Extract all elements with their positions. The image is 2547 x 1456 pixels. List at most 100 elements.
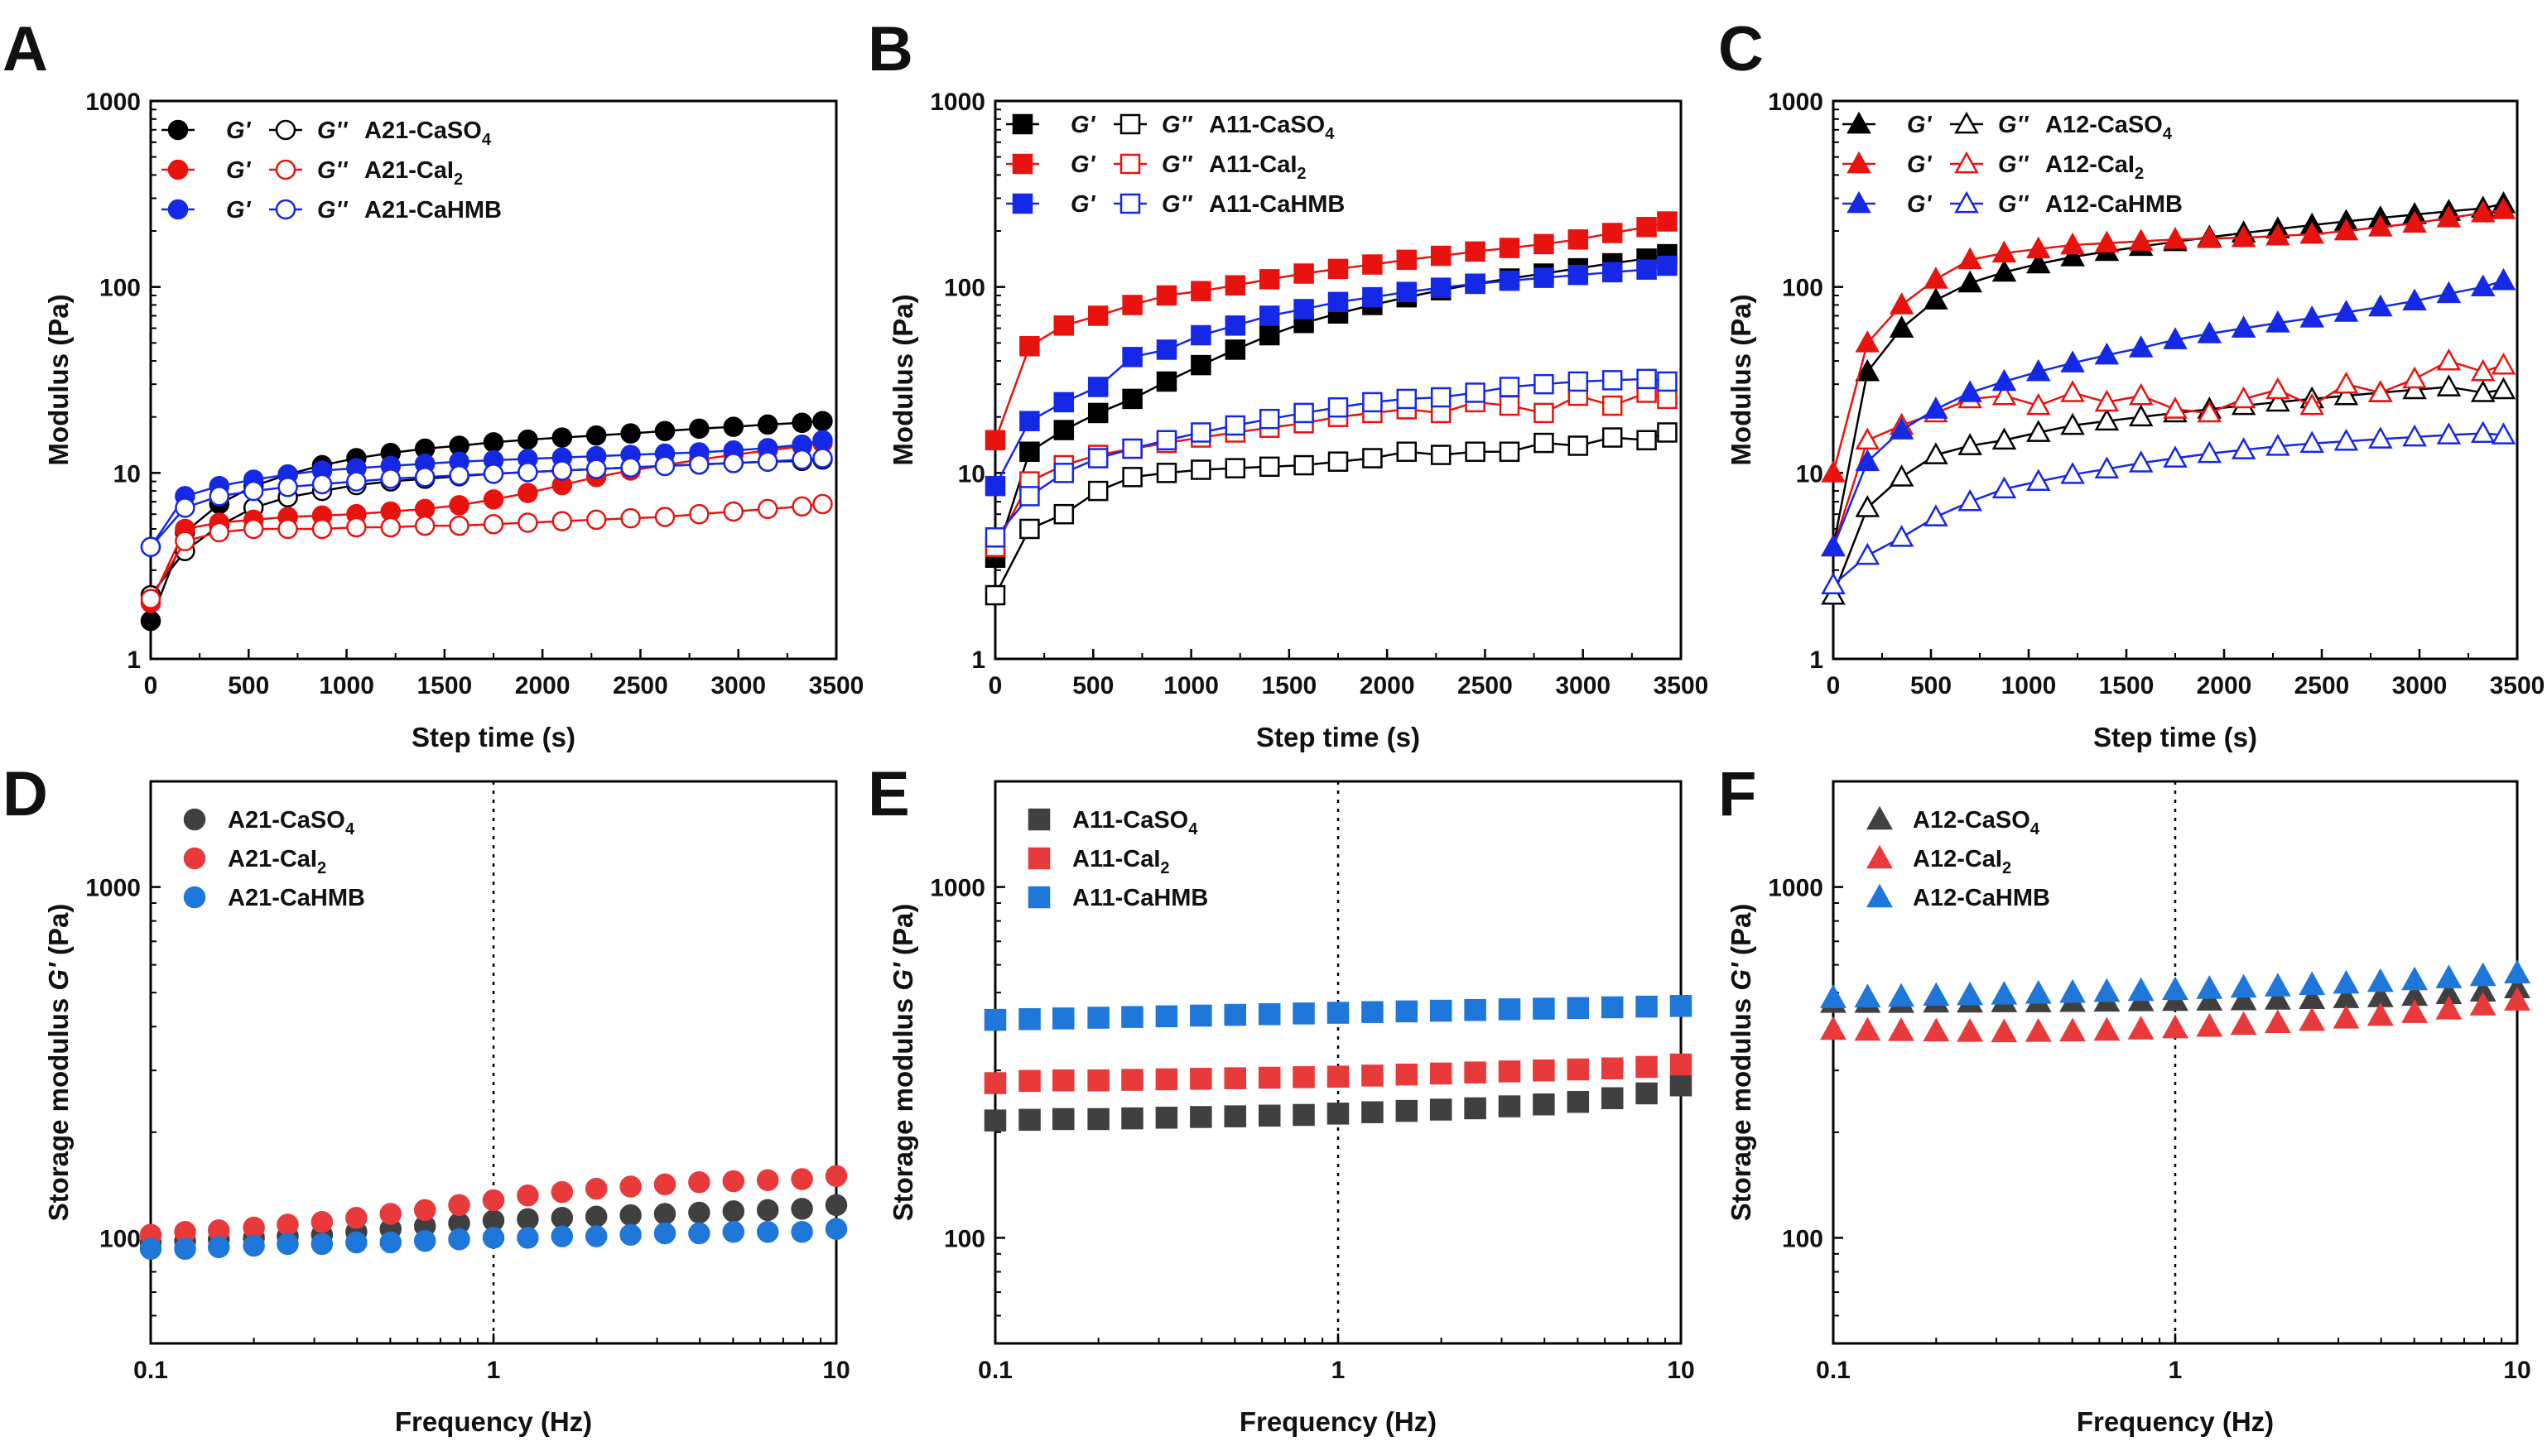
data-point xyxy=(1957,247,1982,270)
x-tick-label: 3000 xyxy=(1555,672,1611,699)
x-tick-label: 2500 xyxy=(2294,672,2350,699)
series-a11-cai2 xyxy=(984,1053,1692,1094)
data-point xyxy=(1657,255,1678,276)
data-point xyxy=(1533,1093,1555,1116)
y-axis-label: Storage modulus G' (Pa) xyxy=(888,904,918,1222)
legend-marker xyxy=(1012,113,1033,135)
data-point xyxy=(2230,986,2257,1011)
data-point xyxy=(1499,377,1520,397)
data-point xyxy=(1052,1007,1075,1030)
x-tick-label: 0 xyxy=(989,672,1003,699)
data-point xyxy=(1121,1107,1144,1130)
legend-marker xyxy=(1012,153,1033,175)
data-point xyxy=(1991,259,2017,282)
x-tick-label: 1000 xyxy=(319,672,374,699)
data-point xyxy=(277,1213,299,1236)
y-tick-label: 1000 xyxy=(85,875,141,902)
data-point xyxy=(2059,978,2086,1003)
legend-marker xyxy=(1119,153,1141,175)
panel-label: A xyxy=(2,14,48,84)
data-point xyxy=(2026,392,2051,416)
data-point xyxy=(1087,377,1109,397)
data-point xyxy=(551,1225,574,1247)
data-point xyxy=(2060,462,2085,484)
legend: G' G'' A11-CaSO4 G' G'' A11-CaI2 G' G'' A11-CaHM… xyxy=(1006,112,1345,218)
data-point xyxy=(1533,373,1554,395)
data-point xyxy=(1087,402,1109,424)
data-point xyxy=(1855,542,1880,565)
x-tick-label: 2000 xyxy=(2197,672,2252,699)
series-a12-cai2 xyxy=(1820,987,2530,1043)
data-point xyxy=(414,467,436,488)
data-point xyxy=(1258,1002,1281,1026)
data-point xyxy=(1465,441,1485,462)
data-point xyxy=(1155,1005,1178,1028)
data-point xyxy=(243,1216,265,1239)
data-point xyxy=(140,610,161,632)
data-point xyxy=(551,427,573,448)
panel-a: A 0 500 1000 1500 2000 2500 3000 3500 1 10 100 1000 S… xyxy=(2,14,864,752)
data-point xyxy=(2333,382,2359,406)
data-point xyxy=(1657,388,1678,410)
data-point xyxy=(2231,315,2256,338)
x-tick-label: 3500 xyxy=(1654,672,1709,699)
data-point xyxy=(2231,386,2256,409)
data-point xyxy=(2436,422,2462,444)
data-point xyxy=(1087,448,1109,469)
x-tick-label: 10 xyxy=(2503,1357,2530,1384)
legend-g1: G' xyxy=(226,157,252,184)
data-point xyxy=(1225,275,1246,296)
data-point xyxy=(1190,1106,1212,1128)
legend-series-name: A12-CaI2 xyxy=(2045,151,2144,183)
y-tick-label: 100 xyxy=(1782,1225,1823,1252)
data-point xyxy=(413,1199,436,1222)
x-tick-label: 1000 xyxy=(2001,672,2057,699)
y-axis-label: Modulus (Pa) xyxy=(43,294,74,465)
data-point xyxy=(985,430,1006,451)
legend-series-name: A21-CaSO4 xyxy=(364,118,492,149)
panel-label: B xyxy=(868,14,913,84)
data-point xyxy=(2128,335,2154,358)
x-tick-label: 2000 xyxy=(515,672,571,699)
legend-g1: G' xyxy=(1071,191,1096,218)
data-point xyxy=(619,1204,642,1227)
data-point xyxy=(2436,205,2462,228)
data-point xyxy=(2060,412,2085,435)
x-tick-label: 0.1 xyxy=(978,1357,1013,1384)
data-point xyxy=(139,1237,162,1261)
data-point xyxy=(1087,305,1109,326)
data-point xyxy=(2470,380,2496,402)
x-tick-label: 1 xyxy=(2169,1357,2183,1384)
data-point xyxy=(1821,534,1846,557)
data-point xyxy=(1362,254,1383,275)
data-point xyxy=(619,1223,642,1247)
data-point xyxy=(1957,488,1982,512)
data-point xyxy=(1293,1066,1315,1088)
data-point xyxy=(1533,267,1554,288)
data-point xyxy=(2299,1007,2326,1031)
y-tick-label: 10 xyxy=(113,460,141,488)
data-point xyxy=(1533,432,1554,454)
data-point xyxy=(1396,281,1418,302)
legend-series-name: A12-CaI2 xyxy=(1913,846,2011,877)
series-a11-caso4-g- xyxy=(985,422,1678,606)
data-point xyxy=(2264,1009,2291,1033)
data-point xyxy=(1567,1058,1590,1081)
data-point xyxy=(688,1171,710,1194)
data-point xyxy=(654,455,676,477)
y-tick-label: 100 xyxy=(1782,275,1823,302)
y-tick-label: 1000 xyxy=(1768,875,1823,902)
data-point xyxy=(1395,1063,1418,1086)
legend-g1: G' xyxy=(1907,151,1933,178)
x-axis-label: Step time (s) xyxy=(1256,722,1420,752)
data-point xyxy=(1991,981,2018,1005)
data-point xyxy=(1327,291,1349,313)
data-point xyxy=(1889,464,1914,487)
data-point xyxy=(812,493,833,515)
data-point xyxy=(756,1220,779,1243)
y-tick-label: 10 xyxy=(1796,460,1823,488)
data-point xyxy=(2094,389,2120,412)
data-point xyxy=(1121,1006,1144,1028)
data-point xyxy=(277,518,298,540)
data-point xyxy=(1122,388,1143,410)
